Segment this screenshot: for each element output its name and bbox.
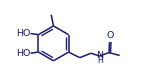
Text: N: N xyxy=(97,51,103,60)
Text: HO: HO xyxy=(16,29,31,38)
Text: O: O xyxy=(107,31,114,40)
Text: H: H xyxy=(97,56,103,65)
Text: HO: HO xyxy=(16,49,31,58)
